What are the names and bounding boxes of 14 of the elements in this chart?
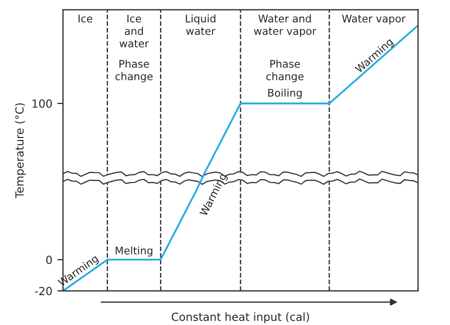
annotation: Melting (116, 246, 152, 257)
y-tick-label: 100 (32, 99, 52, 108)
annotation: Boiling (268, 88, 302, 99)
annotation: Water and water vapor (254, 14, 316, 37)
annotation: Phase change (266, 60, 304, 82)
annotation: Ice and water (120, 14, 149, 48)
annotation: Phase change (115, 60, 153, 82)
y-tick-label: 0 (46, 256, 52, 264)
annotation: Ice (78, 14, 92, 22)
annotation: Water vapor (342, 14, 406, 25)
y-tick-label: -20 (34, 286, 52, 296)
y-axis-title: Temperature (°C) (15, 103, 26, 198)
annotation: Liquid water (186, 14, 216, 35)
x-axis-title: Constant heat input (cal) (172, 312, 309, 324)
